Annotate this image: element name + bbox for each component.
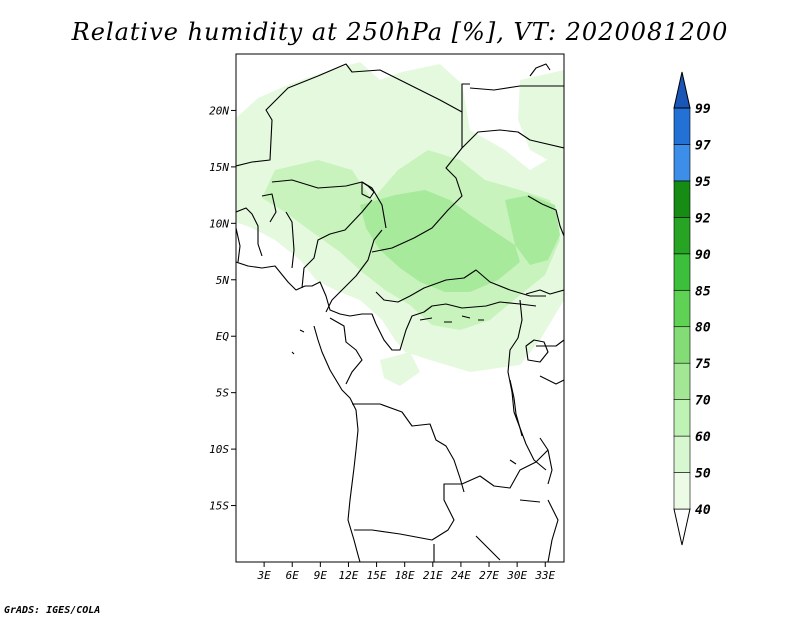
lon-tick-label: 30E [506, 569, 527, 582]
colorbar-level-label: 80 [695, 321, 711, 336]
lon-tick-label: 15E [367, 569, 387, 582]
lat-tick-label: 20N [209, 104, 229, 117]
lon-tick-label: 24E [451, 569, 471, 582]
colorbar-swatch [673, 144, 691, 182]
border-gabon [329, 317, 363, 385]
lon-tick-label: 12E [339, 569, 359, 582]
colorbar-swatch [673, 399, 691, 437]
country-borders [236, 63, 564, 562]
grads-credit: GrADS: IGES/COLA [4, 605, 100, 616]
colorbar-swatch [673, 362, 691, 400]
rh-area-coast-core [300, 180, 360, 228]
lat-tick-label: 5S [216, 387, 230, 400]
colorbar-level-label: 95 [695, 175, 711, 190]
colorbar-level-label: 97 [695, 138, 711, 153]
colorbar-legend: 40 50 60 70 75 80 85 90 92 95 97 99 [673, 71, 711, 546]
lake-chad [361, 181, 375, 199]
islands-marks [291, 315, 541, 503]
latitude-axis: 20N 15N 10N 5N EQ 5S 10S 15S [209, 104, 236, 513]
colorbar-level-label: 50 [695, 467, 711, 482]
colorbar-swatch [673, 107, 691, 145]
border-angola-south [354, 483, 462, 541]
border-chad-car [371, 83, 470, 253]
colorbar-under-triangle [673, 508, 691, 546]
colorbar-swatch [673, 253, 691, 291]
border-zambia [461, 449, 549, 489]
colorbar-level-label: 70 [695, 394, 711, 409]
colorbar-level-label: 75 [695, 357, 711, 372]
rh-area-north-sudan [518, 70, 564, 160]
colorbar-level-label: 60 [695, 430, 711, 445]
border-nigeria [301, 199, 373, 289]
longitude-axis: 3E 6E 9E 12E 15E 18E 21E 24E 27E 30E 33E [256, 562, 556, 582]
colorbar-over-triangle [673, 71, 691, 109]
lat-tick-label: EQ [216, 330, 230, 343]
lon-tick-label: 6E [286, 569, 300, 582]
border-southern [433, 499, 559, 562]
lat-tick-label: 15N [209, 161, 229, 174]
colorbar-level-label: 92 [695, 211, 711, 226]
rh-area-east-core [505, 195, 560, 265]
colorbar-swatch [673, 289, 691, 328]
colorbar-swatch [673, 217, 691, 255]
lake-malawi [539, 437, 553, 485]
colorbar-level-label: 85 [695, 284, 711, 299]
lon-tick-label: 9E [314, 569, 328, 582]
border-angola [352, 403, 465, 493]
border-ethiopia [527, 195, 564, 237]
border-east-africa [525, 289, 564, 385]
border-niger-chad [271, 179, 387, 229]
map-frame [235, 53, 565, 563]
lon-tick-label: 3E [256, 569, 271, 582]
border-sudan [461, 129, 564, 149]
lat-tick-label: 10S [209, 443, 229, 456]
colorbar-level-label: 99 [695, 102, 711, 117]
humidity-shading [236, 62, 564, 386]
border-congo-drc [375, 301, 537, 351]
border-west-coast [236, 207, 263, 263]
chart-title: Relative humidity at 250hPa [%], VT: 202… [71, 18, 729, 46]
border-cameroon [325, 229, 383, 313]
lon-tick-label: 27E [479, 569, 499, 582]
lon-tick-label: 18E [395, 569, 415, 582]
border-ghana-togo [261, 193, 295, 269]
colorbar-level-label: 40 [695, 503, 711, 518]
lake-tanganyika [509, 379, 523, 437]
map-panel [236, 54, 564, 562]
coastline-west-africa [236, 261, 377, 325]
colorbar-level-label: 90 [695, 248, 711, 263]
lat-tick-label: 10N [209, 217, 229, 230]
colorbar-swatch [673, 326, 691, 364]
border-drc-east [507, 299, 547, 471]
lat-tick-label: 5N [216, 274, 230, 287]
colorbar-swatch [673, 180, 691, 218]
rh-area-south-fringe [380, 352, 420, 386]
colorbar-swatch [673, 472, 691, 510]
lake-victoria [525, 339, 549, 363]
rh-area-central-core [360, 190, 520, 292]
coastline-central-west [313, 325, 361, 562]
lon-tick-label: 33E [534, 569, 555, 582]
colorbar-swatch [673, 435, 691, 473]
lat-tick-label: 15S [209, 500, 229, 513]
border-car-south [375, 269, 546, 303]
coastline-red-sea [469, 63, 564, 91]
lon-tick-label: 21E [423, 569, 443, 582]
border-sahel-north [236, 63, 463, 167]
